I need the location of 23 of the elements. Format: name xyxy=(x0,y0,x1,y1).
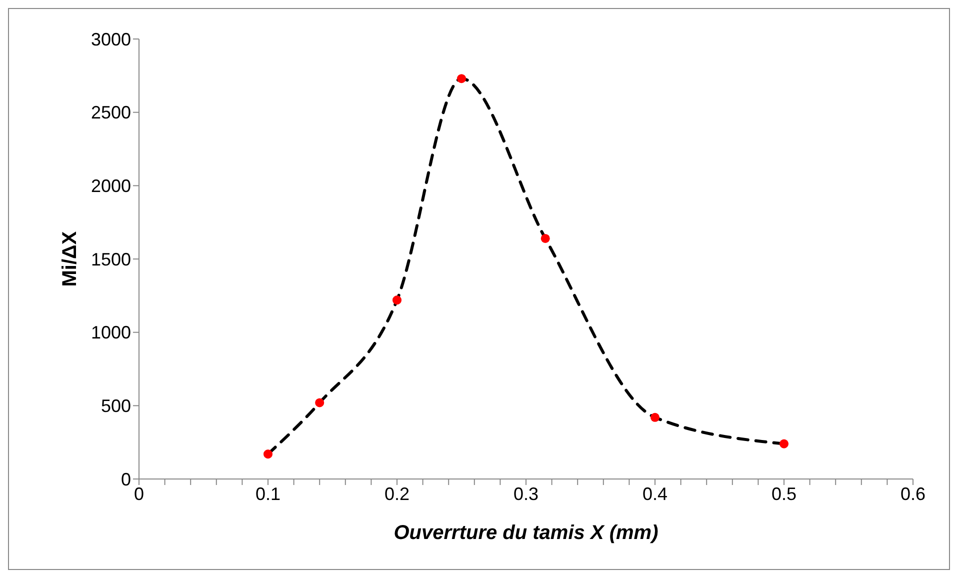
point xyxy=(456,74,466,84)
y-tick-label: 2000 xyxy=(90,176,131,196)
x-tick-label: 0.4 xyxy=(642,484,668,504)
y-tick-label: 1000 xyxy=(90,322,131,343)
point xyxy=(540,234,550,243)
y-tick-label: 0 xyxy=(120,469,131,490)
y-tick-label: 500 xyxy=(100,396,131,416)
point xyxy=(779,439,789,448)
point xyxy=(650,412,660,422)
y-tick-label: 3000 xyxy=(90,29,131,50)
x-tick-label: 0.3 xyxy=(513,484,539,504)
x-tick-label: 0.1 xyxy=(255,484,281,504)
point xyxy=(392,296,402,305)
point xyxy=(315,398,324,408)
point xyxy=(263,450,273,459)
x-tick-label: 0.5 xyxy=(771,484,797,504)
y-tick-label: 2500 xyxy=(90,102,131,123)
x-axis-title: Ouverrture du tamis X (mm) xyxy=(394,522,659,544)
x-tick-label: 0.6 xyxy=(900,484,926,504)
x-tick-label: 0 xyxy=(134,484,144,504)
x-tick-label: 0.2 xyxy=(384,484,410,504)
y-axis-title: Mi/ΔX xyxy=(59,230,82,287)
y-tick-label: 1500 xyxy=(90,249,131,270)
